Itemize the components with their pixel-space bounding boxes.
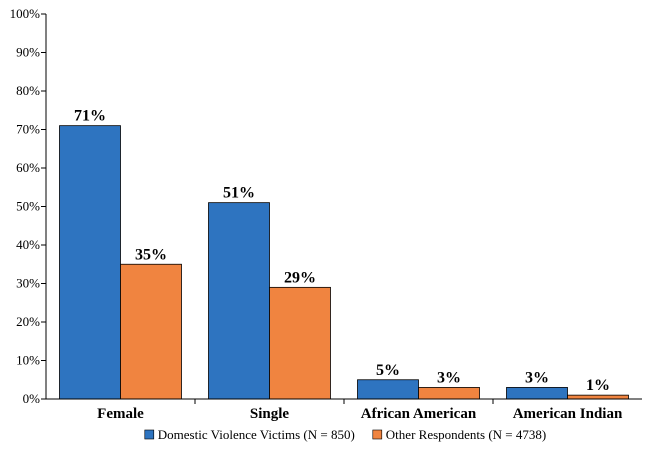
data-label: 71% <box>74 108 106 125</box>
y-tick-label: 70% <box>16 122 40 137</box>
y-tick-label: 40% <box>16 237 40 252</box>
data-label: 5% <box>376 362 400 379</box>
x-tick-label: American Indian <box>513 406 623 422</box>
bar <box>418 387 480 400</box>
x-tick-label: Female <box>97 406 144 422</box>
data-label: 3% <box>437 369 461 386</box>
data-label: 51% <box>223 185 255 202</box>
data-label: 29% <box>284 269 316 286</box>
bar <box>506 387 568 400</box>
y-tick-label: 60% <box>16 160 40 175</box>
y-tick-label: 20% <box>16 314 40 329</box>
bars: 71% 35% 51% 29% 5% 3% 3% 1% <box>59 108 629 400</box>
x-axis: Female Single African American American Ind… <box>46 398 642 422</box>
y-tick-label: 50% <box>16 199 40 214</box>
x-tick-label: African American <box>361 406 477 422</box>
legend-swatch <box>372 429 383 440</box>
y-axis: 0% 10% 20% 30% 40% 50% 60% 70% 80% 90% 100% <box>10 6 47 406</box>
bar <box>59 125 121 400</box>
legend-item: Other Respondents (N = 4738) <box>372 427 546 442</box>
y-tick-label: 90% <box>16 45 40 60</box>
bar <box>357 379 419 400</box>
legend: Domestic Violence Victims (N = 850) Other… <box>144 427 546 442</box>
y-tick-label: 30% <box>16 276 40 291</box>
legend-label: Other Respondents (N = 4738) <box>386 427 546 442</box>
bar <box>120 263 182 400</box>
y-tick-label: 80% <box>16 83 40 98</box>
bar <box>269 286 331 400</box>
y-tick-label: 0% <box>23 391 41 406</box>
legend-item: Domestic Violence Victims (N = 850) <box>144 427 355 442</box>
legend-label: Domestic Violence Victims (N = 850) <box>158 427 355 442</box>
x-tick-label: Single <box>250 406 290 422</box>
legend-swatch <box>144 429 155 440</box>
data-label: 35% <box>135 246 167 263</box>
y-tick-label: 100% <box>10 6 41 21</box>
data-label: 3% <box>525 369 549 386</box>
data-label: 1% <box>586 377 610 394</box>
bar <box>208 202 270 400</box>
bar <box>567 394 629 400</box>
y-tick-label: 10% <box>16 353 40 368</box>
